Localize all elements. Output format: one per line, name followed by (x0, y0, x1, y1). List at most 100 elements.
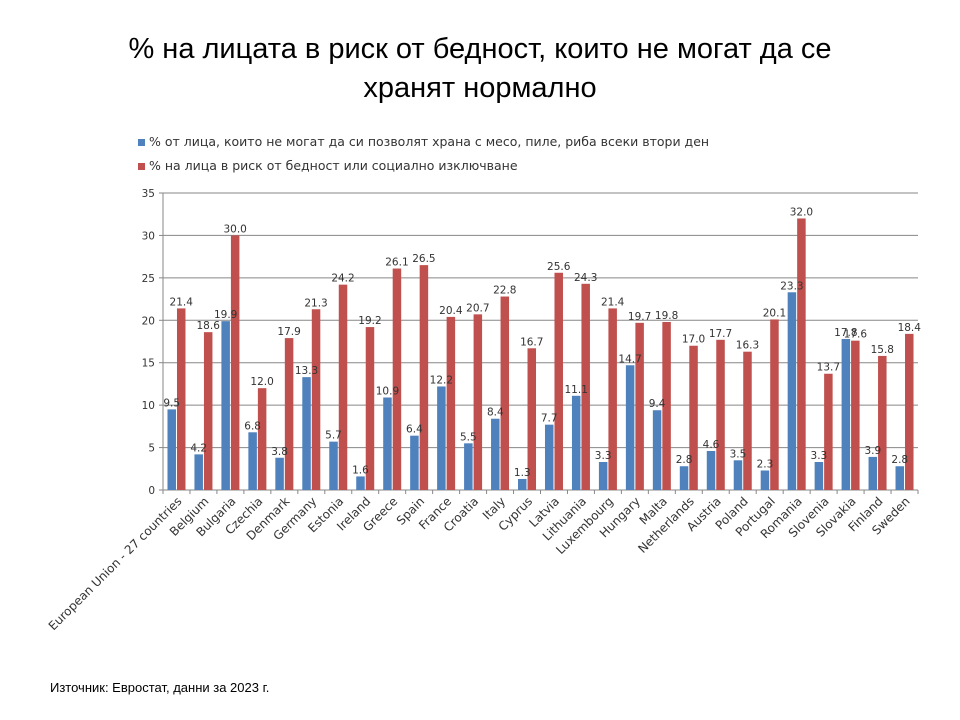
data-label: 8.4 (487, 407, 504, 419)
data-label: 20.1 (763, 307, 786, 319)
bar-series2-6 (311, 309, 321, 490)
data-label: 21.3 (304, 297, 327, 309)
bar-series1-19 (652, 410, 662, 490)
data-label: 17.8 (834, 327, 857, 339)
x-tick-label: European Union - 27 countries (46, 494, 185, 633)
bar-series2-2 (203, 332, 213, 490)
data-label: 6.8 (244, 420, 261, 432)
bar-series1-14 (518, 478, 527, 490)
data-label: 24.3 (574, 272, 597, 284)
data-label: 3.3 (811, 450, 828, 462)
data-label: 5.7 (325, 430, 342, 442)
data-label: 24.2 (331, 273, 354, 285)
source-note: Източник: Евростат, данни за 2023 г. (50, 680, 270, 695)
data-label: 5.5 (460, 431, 477, 443)
bar-series2-20 (689, 345, 698, 490)
y-tick-label: 10 (142, 400, 155, 412)
data-label: 12.2 (430, 374, 453, 386)
bar-series1-5 (275, 457, 284, 490)
data-label: 3.9 (864, 445, 881, 457)
bar-series2-22 (743, 351, 752, 490)
bar-series2-11 (446, 316, 456, 490)
bar-series2-21 (716, 339, 725, 490)
y-tick-label: 20 (142, 315, 155, 327)
data-label: 14.7 (618, 353, 641, 365)
chart-data-labels: 9.5 21.4 4.2 18.619.9 30.0 6.8 12.0 3.8 17.9 13.3… (163, 206, 921, 479)
data-label: 19.9 (214, 309, 237, 321)
data-label: 18.4 (898, 322, 922, 334)
data-label: 17.0 (682, 334, 705, 346)
y-tick-label: 0 (148, 485, 155, 497)
data-label: 12.0 (250, 376, 273, 388)
data-label: 19.8 (655, 310, 678, 322)
y-tick-label: 35 (142, 188, 155, 200)
data-label: 15.8 (871, 344, 894, 356)
bar-chart: % от лица, които не могат да си позволят… (46, 134, 922, 633)
bar-series1-6 (302, 377, 311, 490)
data-label: 30.0 (223, 223, 246, 235)
y-tick-label: 5 (148, 443, 155, 455)
data-label: 3.8 (271, 446, 288, 458)
bar-series1-12 (464, 443, 473, 490)
bar-series1-22 (733, 460, 743, 490)
data-label: 1.3 (514, 467, 531, 479)
chart-bars (167, 218, 914, 490)
bar-series1-26 (841, 338, 851, 490)
bar-series2-13 (500, 296, 510, 490)
bar-series1-7 (329, 441, 338, 490)
legend-label-1: % от лица, които не могат да си позволят… (149, 134, 709, 149)
data-label: 7.7 (541, 413, 558, 425)
data-label: 16.3 (736, 340, 759, 352)
bar-series1-18 (625, 365, 635, 490)
bar-series1-11 (437, 386, 446, 490)
bar-series1-13 (491, 418, 500, 490)
bar-series2-12 (473, 314, 483, 490)
bar-series2-27 (878, 355, 887, 490)
data-label: 25.6 (547, 261, 571, 273)
data-label: 9.5 (163, 397, 180, 409)
data-label: 26.1 (385, 257, 408, 269)
bar-series1-27 (868, 456, 878, 490)
bar-series2-4 (257, 388, 267, 490)
data-label: 17.6 (844, 329, 868, 341)
chart-legend: % от лица, които не могат да си позволят… (138, 134, 709, 173)
bar-series2-25 (824, 373, 833, 490)
bar-series2-15 (554, 272, 563, 490)
bar-series2-24 (797, 218, 806, 490)
bar-series1-17 (598, 461, 608, 490)
data-label: 2.8 (891, 454, 908, 466)
bar-series2-28 (905, 333, 914, 490)
bar-series1-9 (383, 397, 392, 490)
legend-swatch-1 (138, 139, 145, 146)
bar-series2-17 (608, 308, 617, 490)
data-label: 26.5 (412, 253, 435, 265)
bar-series2-23 (770, 319, 779, 490)
bar-series1-4 (248, 432, 257, 490)
bar-series2-14 (527, 348, 537, 490)
x-axis: European Union - 27 countriesBelgiumBulg… (46, 490, 919, 633)
bar-series1-24 (787, 292, 797, 490)
data-label: 20.4 (439, 305, 463, 317)
data-label: 3.3 (595, 450, 612, 462)
bar-series1-8 (356, 476, 365, 490)
data-label: 11.1 (565, 384, 588, 396)
bar-series2-18 (635, 322, 644, 490)
bar-series1-21 (706, 450, 716, 490)
data-label: 2.3 (757, 458, 774, 470)
data-label: 13.7 (817, 362, 840, 374)
bar-series1-28 (895, 466, 905, 490)
y-tick-label: 25 (142, 273, 155, 285)
bar-series2-9 (392, 268, 402, 490)
data-label: 3.5 (730, 448, 747, 460)
y-tick-label: 15 (142, 358, 155, 370)
data-label: 1.6 (352, 464, 369, 476)
data-label: 9.4 (649, 398, 666, 410)
bar-series2-26 (851, 340, 860, 490)
bar-series2-5 (284, 338, 294, 490)
data-label: 17.9 (277, 326, 300, 338)
bar-series2-10 (419, 265, 429, 490)
data-label: 2.8 (676, 454, 693, 466)
data-label: 32.0 (790, 206, 813, 218)
bar-series1-1 (167, 409, 176, 490)
bar-series1-25 (814, 461, 824, 490)
